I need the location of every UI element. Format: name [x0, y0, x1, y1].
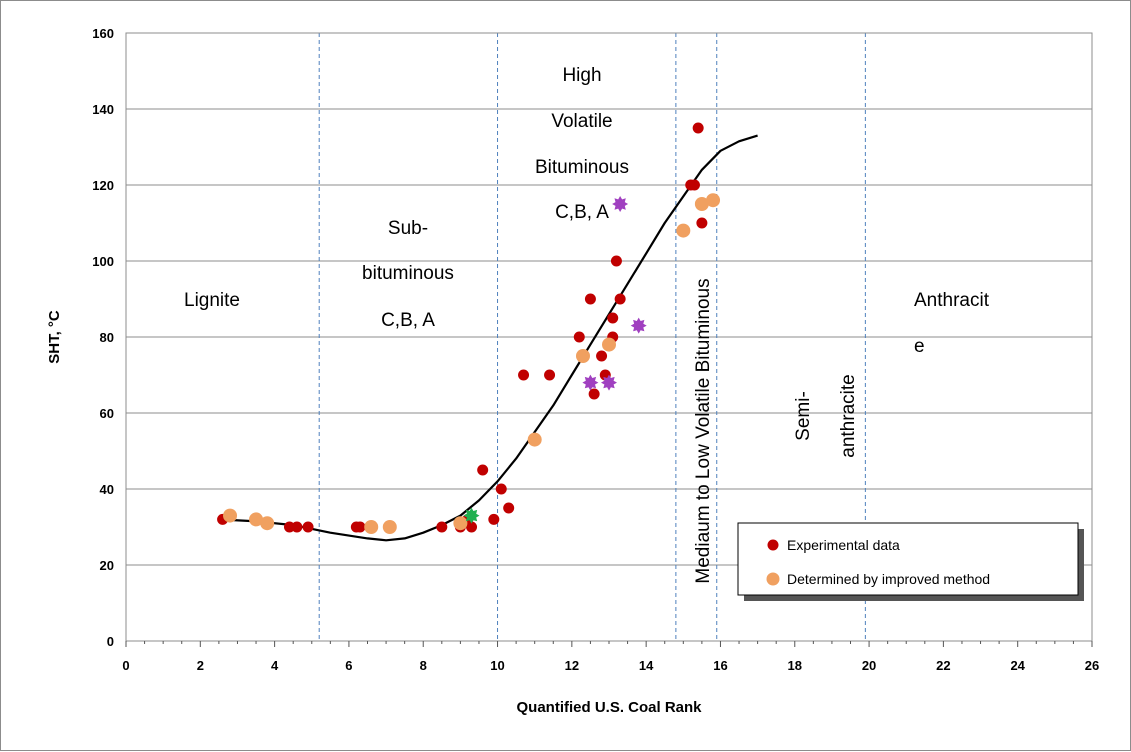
region-label: e [914, 336, 925, 357]
x-tick-label: 26 [1085, 658, 1099, 673]
experimental-point [614, 293, 626, 305]
y-axis-title: SHT, °C [46, 310, 63, 364]
improved-method-point [453, 516, 468, 531]
y-tick-label: 120 [92, 178, 114, 193]
improved-method-point [694, 197, 709, 211]
experimental-point [692, 122, 704, 134]
improved-method-point [223, 508, 238, 523]
green-star-point [463, 507, 480, 524]
region-label: C,B, A [555, 202, 609, 223]
experimental-point [291, 521, 303, 533]
y-tick-label: 20 [100, 558, 114, 573]
region-label: Mediaum to Low Volatile Bituminous [693, 278, 714, 583]
improved-method-point [676, 223, 691, 238]
improved-method-point [706, 193, 721, 208]
purple-star-point [582, 374, 599, 391]
improved-method-point [575, 349, 590, 363]
region-label: Semi- [793, 391, 814, 441]
x-tick-label: 24 [1010, 658, 1025, 673]
y-tick-label: 40 [100, 482, 114, 497]
experimental-point [518, 369, 530, 381]
x-tick-label: 12 [565, 658, 579, 673]
x-tick-label: 0 [122, 658, 129, 673]
experimental-point [544, 369, 556, 381]
region-label: bituminous [362, 263, 454, 284]
experimental-point [584, 293, 596, 305]
fit-curve [218, 134, 758, 542]
x-tick-label: 2 [197, 658, 204, 673]
region-label: Sub- [388, 218, 428, 239]
gridlines [126, 32, 1092, 566]
y-tick-label: 0 [107, 634, 114, 649]
legend-marker-experimental [767, 539, 779, 551]
region-label: anthracite [838, 374, 859, 457]
x-tick-label: 22 [936, 658, 950, 673]
experimental-point [503, 502, 515, 514]
experimental-point [610, 255, 622, 267]
x-tick-label: 6 [345, 658, 352, 673]
experimental-point [477, 464, 489, 476]
experimental-point [495, 483, 507, 495]
legend-label: Determined by improved method [787, 571, 990, 587]
improved-method-point [364, 520, 379, 534]
improved-method-point [602, 337, 616, 352]
improved-method-point [382, 520, 397, 534]
x-tick-label: 4 [271, 658, 279, 673]
data-points [217, 122, 721, 534]
legend-marker-improved [766, 572, 780, 586]
y-tick-label: 80 [100, 330, 114, 345]
improved-method-point [249, 512, 264, 527]
experimental-point [302, 521, 314, 533]
improved-method-point [260, 516, 275, 531]
x-axis-title: Quantified U.S. Coal Rank [516, 699, 702, 716]
region-labels: Lignite Sub-bituminous C,B, A High Volatile B… [184, 65, 990, 584]
x-tick-label: 14 [639, 658, 654, 673]
region-label: Bituminous [535, 157, 629, 178]
region-label: Lignite [184, 290, 240, 311]
x-tick-label: 20 [862, 658, 876, 673]
y-tick-label: 60 [100, 406, 114, 421]
legend-label: Experimental data [787, 537, 900, 553]
experimental-point [596, 350, 608, 362]
purple-star-point [630, 317, 647, 334]
experimental-point [607, 312, 619, 324]
purple-star-point [601, 374, 617, 391]
x-tick-label: 16 [713, 658, 727, 673]
experimental-point [488, 513, 500, 525]
experimental-point [466, 521, 478, 533]
fit-curve-layer [218, 134, 758, 542]
purple-star-point [612, 196, 629, 212]
experimental-point [354, 521, 366, 533]
experimental-point [573, 331, 585, 343]
y-tick-label: 140 [92, 102, 114, 117]
region-label: Volatile [551, 111, 612, 132]
legend-box [737, 522, 1079, 596]
region-label: Anthracit [914, 290, 990, 311]
experimental-point [688, 179, 700, 191]
experimental-point [588, 388, 600, 400]
legend: Experimental data Determined by improved … [737, 522, 1084, 601]
region-label: High [562, 65, 601, 86]
x-tick-label: 10 [490, 658, 504, 673]
y-tick-label: 160 [92, 26, 114, 41]
experimental-point [696, 217, 708, 229]
improved-method-point [527, 432, 542, 447]
region-label: C,B, A [381, 310, 435, 331]
x-tick-label: 8 [420, 658, 427, 673]
y-tick-label: 100 [92, 254, 114, 269]
experimental-point [436, 521, 448, 533]
x-tick-label: 18 [788, 658, 802, 673]
